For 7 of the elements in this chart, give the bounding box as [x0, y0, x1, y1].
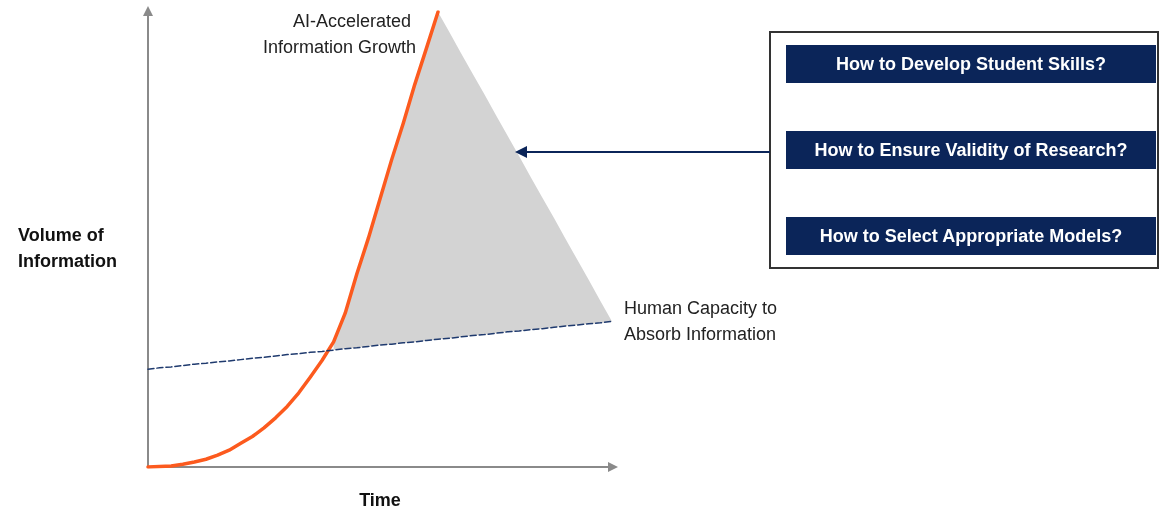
- series-label: Human Capacity to Absorb Information: [624, 298, 783, 345]
- text: How to Select Appropriate Models?: [786, 217, 1156, 255]
- text: How to Develop Student Skills?: [786, 45, 1156, 83]
- series-label: AI-Accelerated Information Growth: [262, 11, 416, 57]
- x-axis-title: Time: [359, 490, 401, 510]
- text: How to Ensure Validity of Research?: [786, 131, 1156, 169]
- y-axis-title: Volume of Information: [18, 225, 117, 271]
